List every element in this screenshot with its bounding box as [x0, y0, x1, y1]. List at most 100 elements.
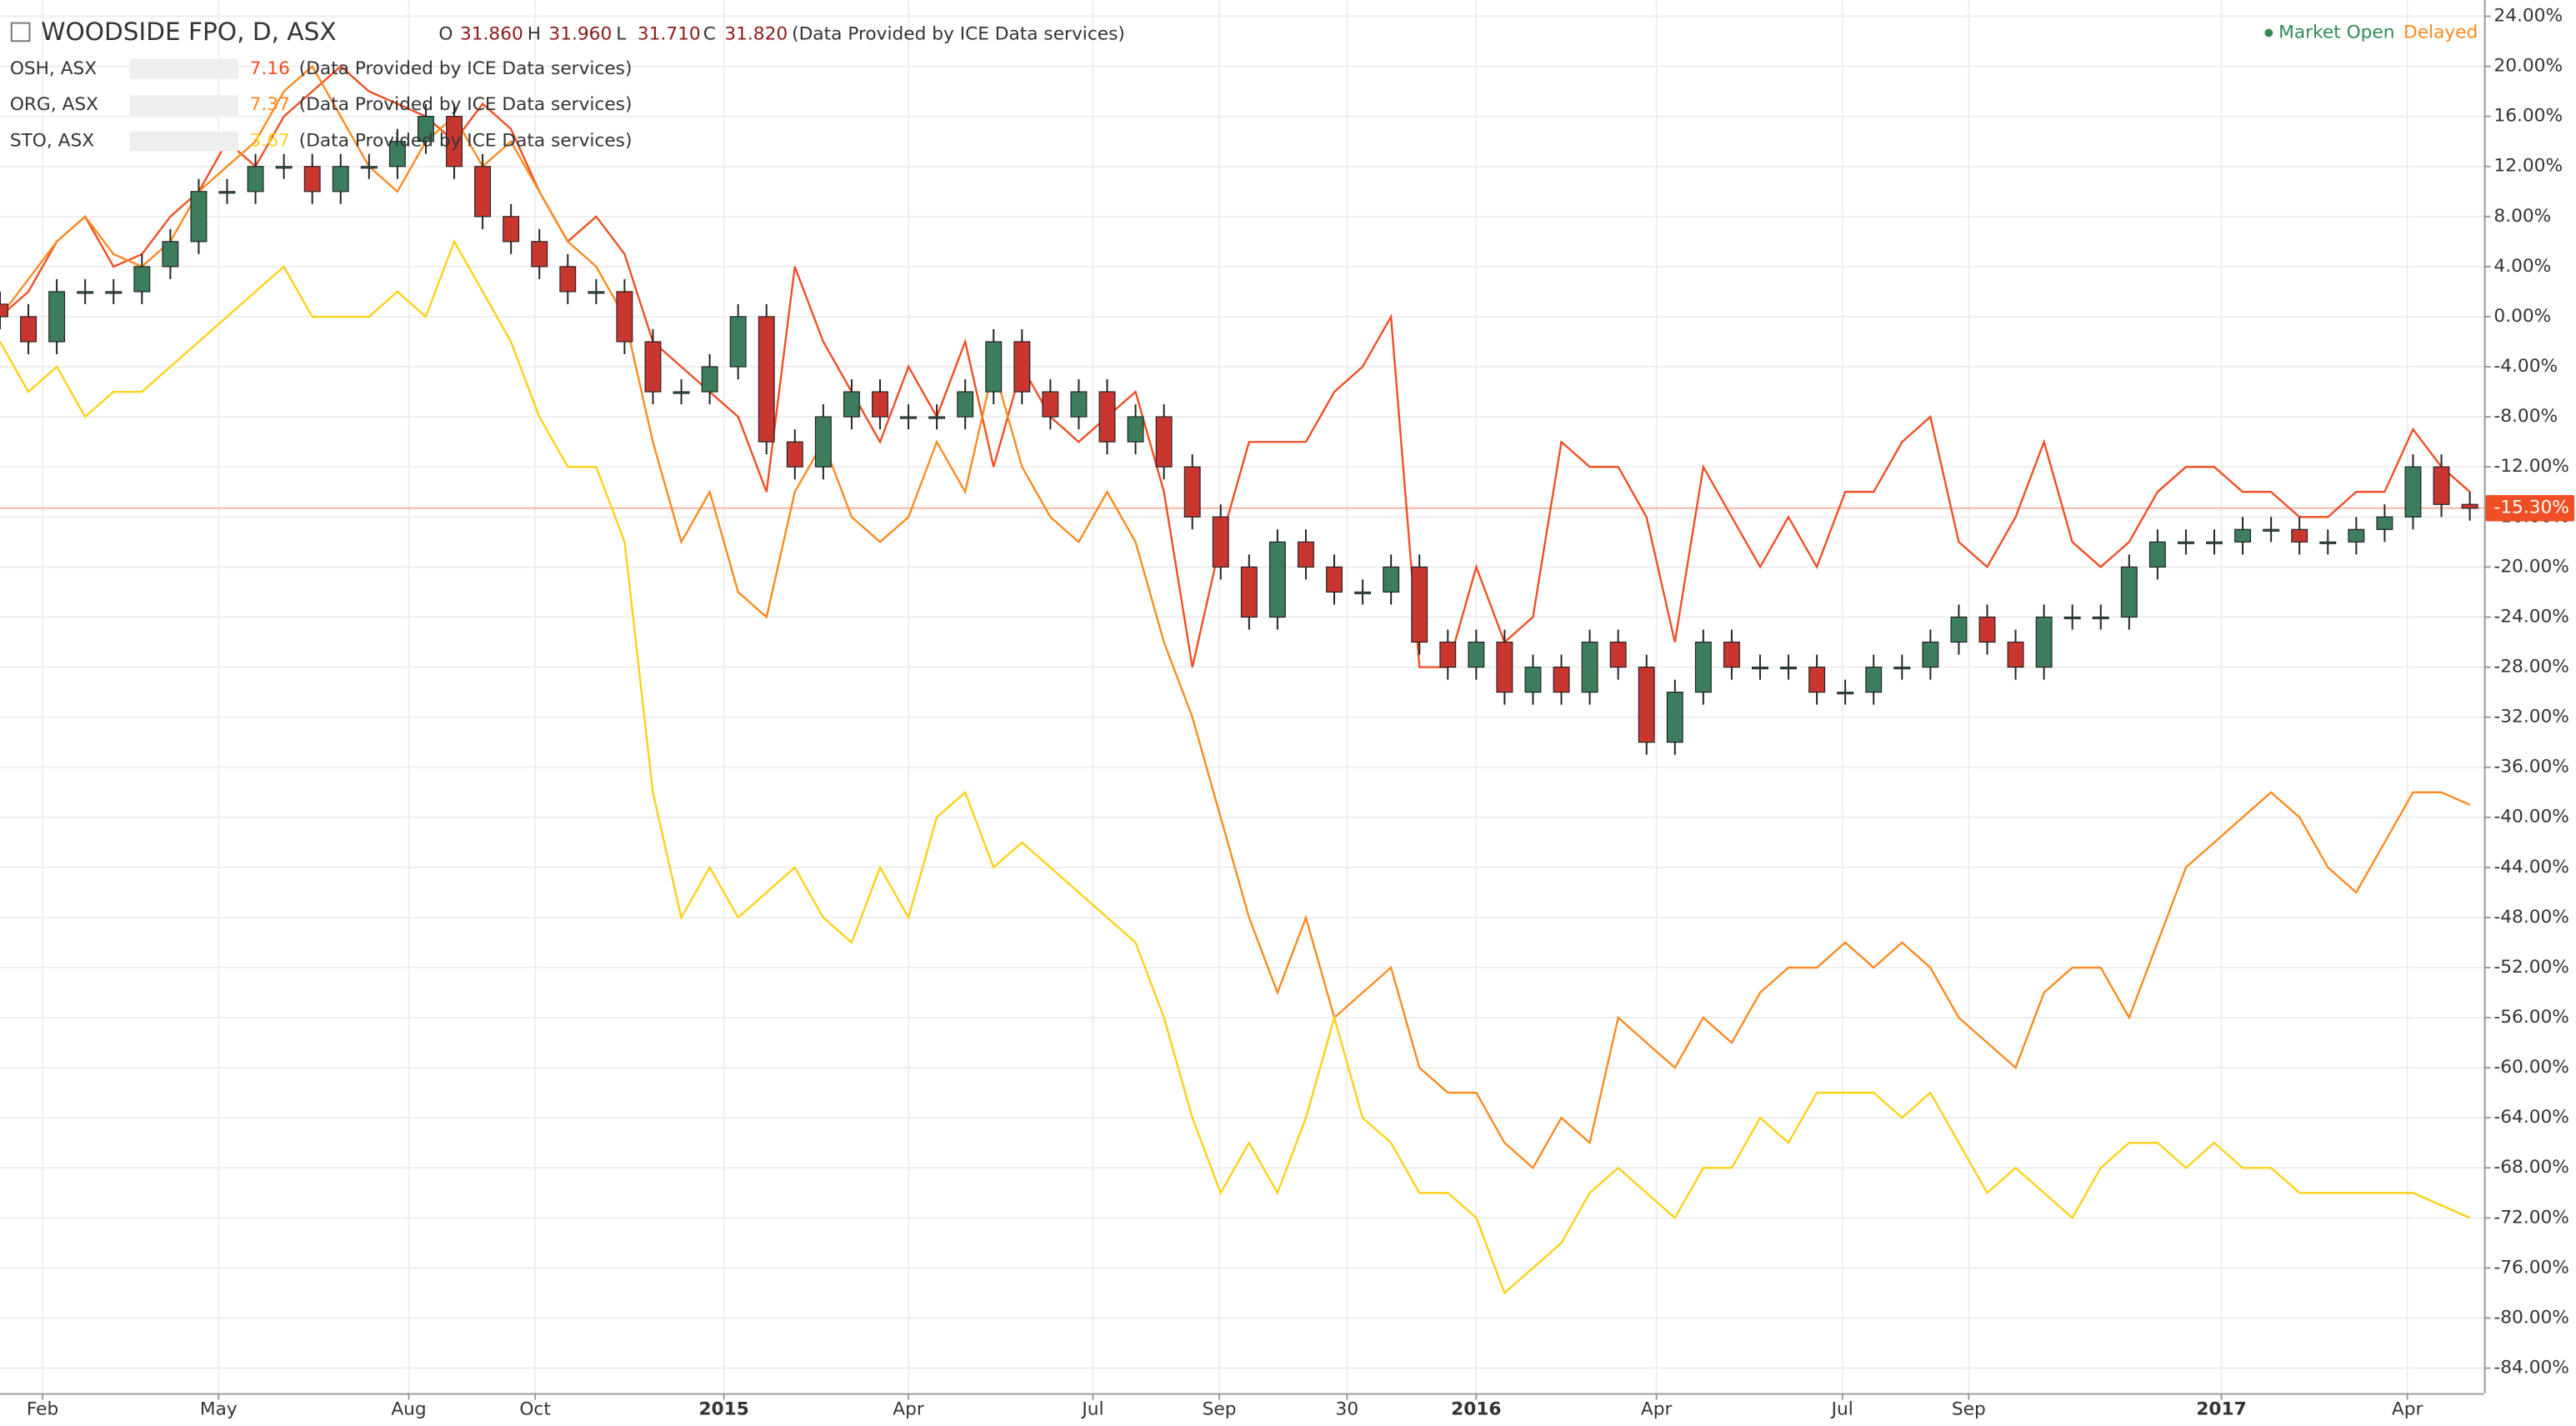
candle-body [2348, 528, 2365, 543]
candle-body [2148, 541, 2166, 568]
candle-body [2206, 541, 2223, 544]
candle-body [2404, 466, 2422, 518]
candle-body [1752, 666, 1768, 670]
y-tick-label: -52.00% [2493, 957, 2568, 978]
plot [0, 64, 2484, 1295]
candle-body [2177, 541, 2194, 544]
series-line [0, 238, 2471, 1295]
source-note: (Data Provided by ICE Data services) [299, 131, 633, 152]
series-line [0, 65, 2471, 668]
ohlc-value: 31.820 [724, 23, 788, 44]
y-tick-label: -48.00% [2493, 907, 2568, 928]
legend-icons[interactable] [129, 95, 238, 115]
candle-body [616, 291, 633, 343]
legend-name: ORG, ASX [10, 94, 98, 115]
x-tick-label: Sep [1952, 1398, 1986, 1419]
candle-body [559, 266, 577, 293]
y-tick-label: -24.00% [2493, 606, 2568, 627]
candle-body [985, 341, 1003, 393]
candle-body [786, 441, 803, 468]
y-tick-label: -40.00% [2493, 807, 2568, 828]
candle-body [1098, 391, 1116, 443]
candle-body [814, 416, 832, 468]
candle-body [1297, 541, 1314, 568]
y-tick-label: -12.00% [2493, 456, 2568, 477]
x-tick-label: Apr [2392, 1398, 2423, 1419]
x-tick-label: 30 [1336, 1398, 1359, 1419]
ohlc-key: C [703, 23, 716, 44]
candle-body [1042, 391, 1059, 418]
y-tick-label: 0.00% [2493, 306, 2551, 327]
candle-body [1524, 666, 1542, 693]
candle-body [190, 191, 208, 243]
candle-body [388, 141, 406, 168]
candle-body [1326, 566, 1343, 593]
candle-body [1893, 666, 1911, 670]
candle-body [1013, 341, 1031, 393]
candle-body [2120, 566, 2138, 618]
ohlc-value: 31.960 [548, 23, 612, 44]
legend-value: 7.37 [250, 94, 290, 115]
candle-body [2461, 503, 2478, 509]
candle-body [2319, 541, 2337, 544]
y-tick-label: 12.00% [2493, 156, 2563, 177]
legend-value: 3.67 [250, 131, 290, 152]
market-status: Market Open [2278, 22, 2394, 43]
candle-body [1127, 416, 1144, 443]
candle-body [1183, 466, 1201, 518]
y-tick-label: -4.00% [2493, 356, 2558, 377]
legend-title: WOODSIDE FPO, D, ASX [41, 18, 336, 46]
x-tick-label: Apr [893, 1398, 924, 1419]
collapse-icon[interactable] [10, 22, 31, 43]
source-note: (Data Provided by ICE Data services) [299, 58, 633, 79]
candle-body [418, 116, 434, 143]
ohlc-key: O [438, 23, 453, 44]
candle-body [588, 291, 605, 294]
legend-icons[interactable] [129, 131, 238, 152]
y-tick-label: 20.00% [2493, 56, 2563, 77]
candle-body [1922, 641, 1939, 668]
candle-body [446, 116, 463, 168]
legend-value: 7.16 [250, 58, 290, 79]
y-tick-label: -8.00% [2493, 406, 2558, 427]
candle-body [729, 316, 747, 368]
candle-body [1212, 516, 1229, 568]
candle-body [673, 391, 690, 394]
candle-body [1723, 641, 1740, 668]
ohlc-key: L [616, 23, 626, 44]
candle-body [2007, 641, 2024, 668]
candle-body [1865, 666, 1883, 693]
candle-body [1837, 691, 1854, 695]
ohlc-value: 31.710 [638, 23, 701, 44]
status-dot [2264, 28, 2273, 38]
candle-body [1268, 541, 1286, 618]
candle-body [0, 303, 8, 318]
candle-body [1496, 641, 1513, 693]
candle-body [900, 416, 918, 419]
x-tick-label: Feb [27, 1398, 58, 1419]
candle-body [105, 291, 123, 294]
candle-body [2263, 528, 2280, 532]
candle-body [332, 166, 349, 193]
candle-body [1468, 641, 1485, 668]
y-tick-label: -84.00% [2493, 1358, 2568, 1378]
y-tick-label: -64.00% [2493, 1107, 2568, 1128]
y-tick-label: 24.00% [2493, 6, 2563, 27]
candle-body [1950, 616, 1968, 643]
y-tick-label: -56.00% [2493, 1007, 2568, 1028]
candle-body [1808, 666, 1826, 693]
legend-name: OSH, ASX [10, 58, 97, 79]
legend-icons[interactable] [129, 58, 238, 79]
candle-body [1638, 666, 1655, 743]
legend[interactable]: WOODSIDE FPO, D, ASX O 31.860 H 31.960 L… [10, 18, 2478, 152]
candle-body [247, 166, 264, 193]
y-tick-label: -20.00% [2493, 556, 2568, 577]
ohlc-value: 31.860 [460, 23, 523, 44]
candle-body [957, 391, 974, 418]
candle-body [218, 191, 236, 194]
candle-body [758, 316, 775, 443]
candle-body [2035, 616, 2053, 668]
candle-body [1609, 641, 1627, 668]
